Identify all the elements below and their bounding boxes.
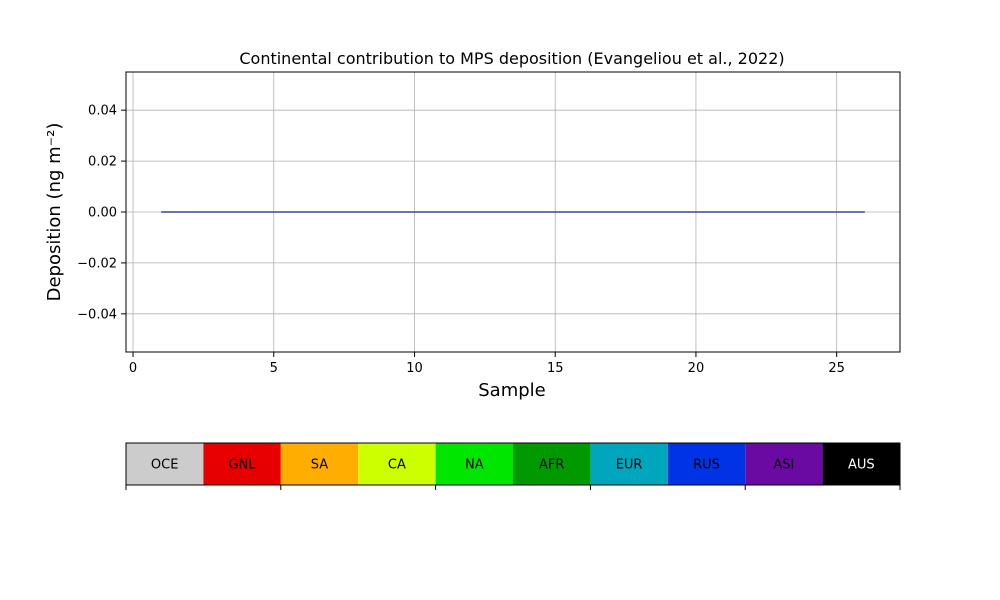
x-tick-label: 0 [129,361,137,376]
colorbar-swatch [280,443,359,485]
colorbar-label: SA [311,458,328,473]
x-tick-label: 25 [828,361,845,376]
y-tick-label: −0.04 [77,307,117,322]
colorbar-label: CA [388,458,406,473]
colorbar-swatch [358,443,436,485]
x-tick-label: 15 [547,361,564,376]
colorbar-swatch [126,443,204,485]
y-tick-label: −0.02 [77,256,117,271]
colorbar-swatch [203,443,281,485]
colorbar-swatch [667,443,746,485]
y-tick-label: 0.04 [88,104,117,119]
colorbar-label: NA [465,458,484,473]
y-axis-label: Deposition (ng m⁻²) [44,123,65,302]
y-tick-label: 0.00 [88,206,117,221]
colorbar-label: RUS [693,458,720,473]
colorbar-label: EUR [616,458,643,473]
colorbar-swatch [513,443,591,485]
colorbar-swatch [435,443,513,485]
x-tick-label: 10 [406,361,423,376]
x-axis-label: Sample [478,380,546,401]
colorbar-frame [125,442,901,486]
chart-title: Continental contribution to MPS depositi… [239,49,784,68]
colorbar-swatch [745,443,823,485]
colorbar-swatch [590,443,668,485]
x-tick-label: 5 [270,361,278,376]
colorbar-swatch [822,443,900,485]
plot-area: 0 5 10 15 20 25 −0.04 −0.02 0.00 0.02 0.04 [77,71,901,376]
y-tick-label: 0.02 [88,155,117,170]
x-tick-label: 20 [688,361,705,376]
colorbar-label: AUS [848,458,875,473]
region-colorbar: OCE GNL SA CA NA AFR EUR RUS ASI AUS [125,442,901,490]
colorbar-label: OCE [151,458,179,473]
colorbar-label: ASI [773,458,794,473]
colorbar-label: AFR [539,458,564,473]
colorbar-label: GNL [229,458,257,473]
